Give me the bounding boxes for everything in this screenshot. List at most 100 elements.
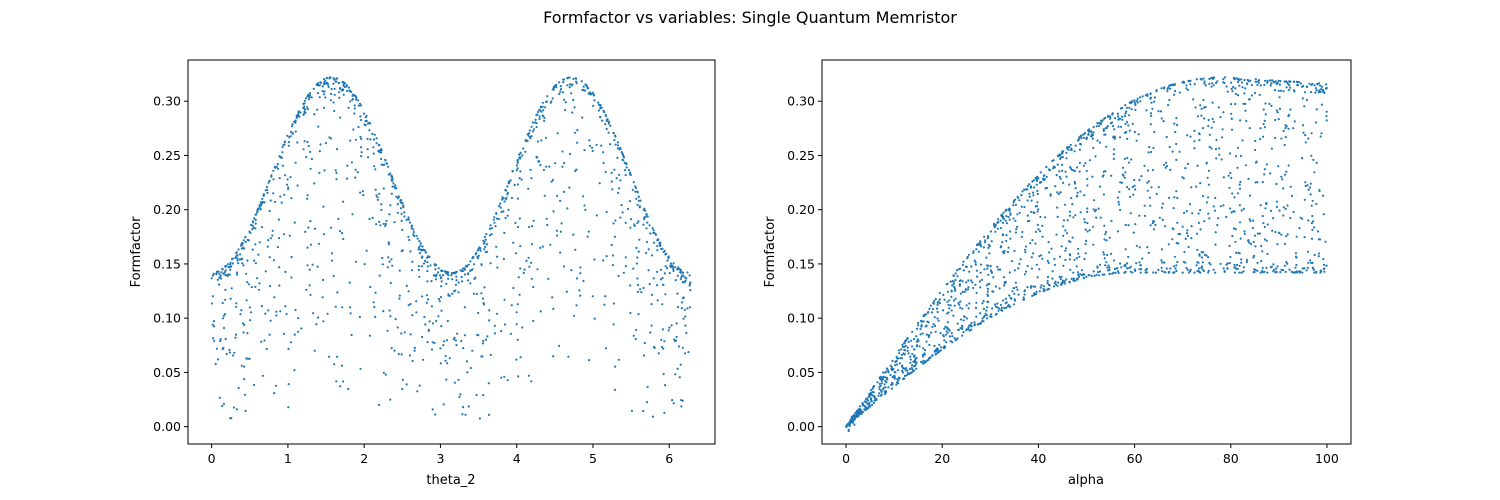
scatter-point (677, 268, 680, 271)
scatter-point (275, 310, 278, 313)
scatter-point (323, 90, 326, 93)
scatter-point (475, 292, 478, 296)
scatter-point (635, 197, 638, 200)
scatter-point (882, 386, 885, 389)
scatter-point (1068, 280, 1071, 283)
scatter-point (883, 383, 886, 386)
scatter-point (929, 356, 932, 359)
scatter-point (970, 321, 973, 325)
scatter-point (395, 195, 398, 198)
scatter-point (1112, 125, 1115, 128)
scatter-point (961, 307, 964, 310)
scatter-point (928, 307, 931, 310)
scatter-point (313, 182, 316, 185)
x-tick-label: 0 (208, 451, 216, 466)
scatter-point (336, 355, 339, 358)
scatter-point (341, 88, 344, 91)
scatter-point (349, 139, 352, 142)
scatter-point (656, 249, 659, 252)
scatter-point (1135, 244, 1138, 247)
scatter-point (483, 235, 487, 238)
scatter-point (1230, 211, 1233, 214)
scatter-point (485, 233, 488, 236)
scatter-point (1004, 219, 1007, 222)
scatter-point (1077, 252, 1080, 255)
scatter-point (248, 357, 251, 360)
scatter-point (243, 365, 246, 368)
scatter-point (1214, 243, 1217, 246)
scatter-point (674, 373, 677, 376)
scatter-point (1091, 175, 1094, 178)
scatter-point (1072, 216, 1075, 219)
scatter-point (559, 85, 562, 88)
scatter-point (1207, 271, 1210, 274)
scatter-point (1230, 176, 1233, 180)
scatter-point (286, 134, 289, 137)
scatter-point (375, 194, 378, 197)
scatter-point (636, 203, 639, 206)
scatter-point (911, 352, 914, 356)
scatter-point (351, 98, 354, 101)
scatter-point (1017, 196, 1020, 200)
scatter-point (961, 290, 964, 293)
scatter-point (1052, 285, 1056, 288)
scatter-point (589, 92, 592, 95)
scatter-point (881, 376, 884, 379)
scatter-point (1315, 161, 1318, 164)
scatter-point (1151, 168, 1155, 172)
scatter-point (1165, 165, 1168, 168)
scatter-point (434, 278, 437, 281)
scatter-point (435, 273, 438, 276)
scatter-point (424, 323, 427, 326)
scatter-point (1139, 271, 1142, 274)
scatter-point (426, 341, 429, 344)
scatter-point (383, 163, 386, 166)
scatter-point (476, 257, 480, 260)
scatter-point (464, 273, 467, 276)
scatter-point (1162, 87, 1165, 90)
scatter-point (1230, 128, 1234, 131)
scatter-point (306, 106, 309, 109)
scatter-point (257, 253, 260, 256)
scatter-point (617, 274, 620, 278)
scatter-point (1230, 87, 1233, 90)
scatter-point (1124, 112, 1127, 115)
scatter-point (543, 119, 546, 122)
scatter-point (440, 325, 443, 328)
scatter-point (1175, 117, 1178, 120)
scatter-point (329, 76, 332, 79)
scatter-point (316, 92, 320, 95)
scatter-point (399, 207, 402, 210)
scatter-point (545, 165, 548, 168)
scatter-point (1310, 204, 1313, 207)
scatter-point (309, 220, 312, 223)
scatter-point (587, 230, 590, 233)
scatter-point (1097, 207, 1100, 210)
scatter-point (415, 300, 418, 303)
scatter-point (377, 403, 381, 406)
scatter-point (358, 315, 361, 319)
scatter-point (1262, 122, 1265, 126)
scatter-point (1234, 240, 1237, 243)
scatter-point (555, 229, 559, 232)
scatter-point (1038, 290, 1041, 293)
scatter-point (614, 135, 617, 138)
scatter-point (1058, 255, 1061, 258)
scatter-point (1098, 270, 1102, 273)
scatter-point (1009, 237, 1012, 240)
scatter-point (637, 250, 640, 253)
scatter-point (1014, 231, 1018, 234)
x-tick-label: 2 (360, 451, 368, 466)
scatter-point (1031, 239, 1034, 242)
scatter-point (375, 142, 378, 145)
scatter-point (446, 319, 449, 323)
scatter-point (1026, 184, 1030, 187)
scatter-point (1028, 195, 1031, 198)
scatter-point (246, 238, 249, 241)
scatter-point (578, 289, 581, 292)
scatter-point (667, 329, 670, 332)
scatter-point (935, 350, 938, 353)
scatter-point (458, 395, 461, 398)
scatter-point (1162, 120, 1165, 123)
scatter-point (622, 156, 626, 159)
